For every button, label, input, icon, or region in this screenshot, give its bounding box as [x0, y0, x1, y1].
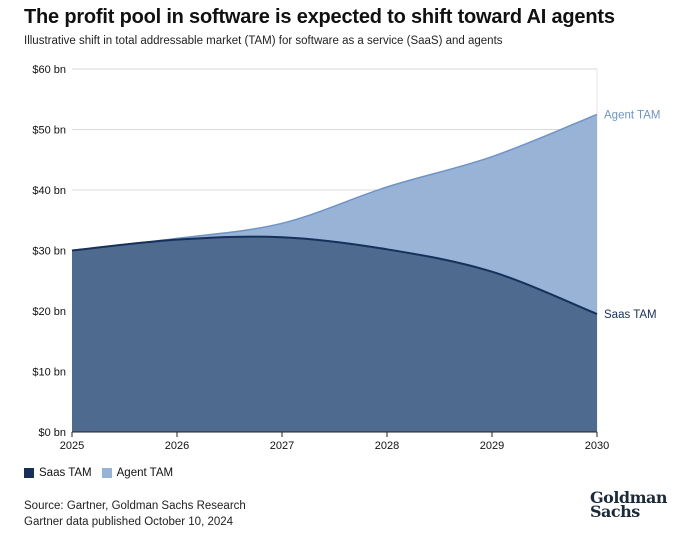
saas-tam-end-label: Saas TAM [604, 309, 657, 321]
logo-line-1: Goldman [590, 488, 668, 507]
x-tick-label: 2026 [165, 440, 189, 452]
legend-label-agent: Agent TAM [116, 467, 174, 479]
legend-label-saas: Saas TAM [39, 467, 92, 479]
legend-swatch-agent [101, 468, 112, 478]
source-note: Source: Gartner, Goldman Sachs Research … [24, 498, 246, 530]
goldman-sachs-logo: Goldman Sachs [590, 488, 668, 521]
area-chart: $0 bn $10 bn $20 bn $30 bn $40 bn $50 bn $60 b… [32, 64, 660, 452]
y-tick-label: $50 bn [32, 125, 66, 137]
x-axis-ticks: 2025 2026 2027 2028 2029 2030 [60, 432, 609, 452]
x-tick-label: 2028 [375, 440, 399, 452]
saas-tam-line [71, 235, 598, 315]
legend-swatch-saas [24, 468, 34, 478]
y-axis-ticks: $0 bn $10 bn $20 bn $30 bn $40 bn $50 bn $60 b… [32, 64, 66, 439]
legend-item-agent: Agent TAM [101, 467, 174, 479]
y-tick-label: $10 bn [32, 367, 66, 379]
x-tick-label: 2025 [60, 440, 84, 452]
y-tick-label: $60 bn [32, 64, 66, 76]
y-tick-label: $30 bn [32, 246, 66, 258]
legend-item-saas: Saas TAM [24, 467, 92, 479]
publication-date-line: Gartner data published October 10, 2024 [24, 516, 234, 528]
saas-tam-area [72, 236, 597, 432]
y-tick-label: $0 bn [38, 427, 66, 439]
chart-title: The profit pool in software is expected … [24, 6, 615, 28]
agent-tam-end-label: Agent TAM [604, 109, 660, 121]
x-tick-label: 2027 [270, 440, 294, 452]
y-tick-label: $40 bn [32, 185, 66, 197]
x-tick-label: 2029 [480, 440, 504, 452]
logo-line-2: Sachs [590, 502, 640, 521]
chart-subtitle: Illustrative shift in total addressable … [24, 35, 503, 47]
x-tick-label: 2030 [585, 440, 609, 452]
y-tick-label: $20 bn [32, 306, 66, 318]
source-line: Source: Gartner, Goldman Sachs Research [24, 500, 246, 512]
legend: Saas TAM Agent TAM [24, 467, 183, 479]
